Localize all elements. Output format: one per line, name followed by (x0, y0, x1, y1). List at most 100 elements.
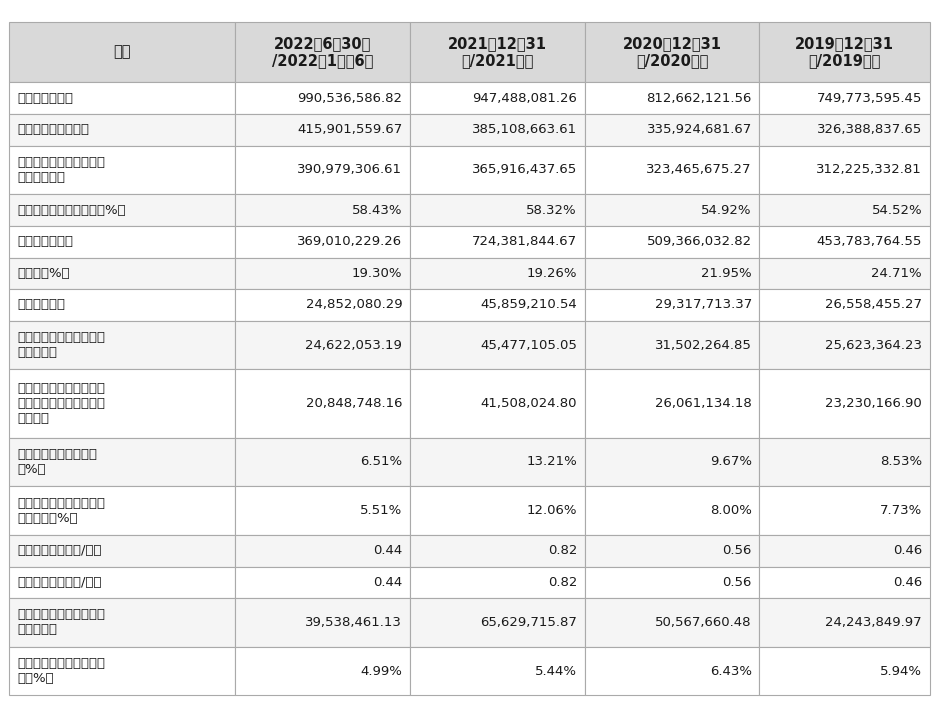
Bar (584, 146, 760, 194)
Text: 45,859,210.54: 45,859,210.54 (480, 298, 577, 311)
Bar (409, 114, 584, 146)
Text: 323,465,675.27: 323,465,675.27 (646, 163, 752, 176)
Bar (584, 114, 760, 146)
Bar (9, 289, 235, 320)
Text: 58.32%: 58.32% (527, 204, 577, 217)
Bar (235, 114, 409, 146)
Text: 990,536,586.82: 990,536,586.82 (297, 92, 402, 105)
Text: 65,629,715.87: 65,629,715.87 (480, 616, 577, 629)
Bar (9, 647, 235, 695)
Text: 2020年12月31
日/2020年度: 2020年12月31 日/2020年度 (623, 36, 721, 68)
Bar (235, 289, 409, 320)
Text: 0.46: 0.46 (893, 576, 922, 589)
Bar (409, 257, 584, 289)
Bar (760, 289, 930, 320)
Text: 5.44%: 5.44% (535, 665, 577, 678)
Text: 5.94%: 5.94% (880, 665, 922, 678)
Bar (235, 82, 409, 114)
Bar (760, 114, 930, 146)
Text: 45,477,105.05: 45,477,105.05 (480, 338, 577, 351)
Text: 31,502,264.85: 31,502,264.85 (655, 338, 752, 351)
Bar (235, 146, 409, 194)
Text: 5.51%: 5.51% (360, 504, 402, 517)
Bar (584, 22, 760, 82)
Text: 26,558,455.27: 26,558,455.27 (825, 298, 922, 311)
Text: 6.51%: 6.51% (360, 455, 402, 468)
Bar (584, 598, 760, 647)
Text: 58.43%: 58.43% (352, 204, 402, 217)
Text: 749,773,595.45: 749,773,595.45 (817, 92, 922, 105)
Bar (584, 289, 760, 320)
Bar (9, 226, 235, 257)
Text: 19.26%: 19.26% (527, 267, 577, 280)
Text: 归属于母公司所有者的扣
除非经常性损益后的净利
润（元）: 归属于母公司所有者的扣 除非经常性损益后的净利 润（元） (17, 382, 105, 425)
Bar (409, 226, 584, 257)
Bar (409, 194, 584, 226)
Bar (760, 598, 930, 647)
Bar (760, 82, 930, 114)
Text: 稀释每股收益（元/股）: 稀释每股收益（元/股） (17, 576, 101, 589)
Text: 毛利率（%）: 毛利率（%） (17, 267, 69, 280)
Bar (409, 146, 584, 194)
Bar (584, 486, 760, 535)
Text: 资产总计（元）: 资产总计（元） (17, 92, 73, 105)
Text: 23,230,166.90: 23,230,166.90 (825, 397, 922, 410)
Bar (760, 320, 930, 369)
Text: 0.82: 0.82 (547, 544, 577, 557)
Bar (235, 369, 409, 437)
Text: 扣除非经常性损益后净资
产收益率（%）: 扣除非经常性损益后净资 产收益率（%） (17, 497, 105, 525)
Text: 净利润（元）: 净利润（元） (17, 298, 65, 311)
Bar (9, 486, 235, 535)
Bar (9, 114, 235, 146)
Bar (9, 535, 235, 566)
Text: 812,662,121.56: 812,662,121.56 (646, 92, 752, 105)
Text: 50,567,660.48: 50,567,660.48 (655, 616, 752, 629)
Bar (409, 598, 584, 647)
Bar (760, 486, 930, 535)
Text: 39,538,461.13: 39,538,461.13 (305, 616, 402, 629)
Text: 13.21%: 13.21% (526, 455, 577, 468)
Bar (235, 437, 409, 486)
Bar (409, 82, 584, 114)
Text: 947,488,081.26: 947,488,081.26 (472, 92, 577, 105)
Text: 26,061,134.18: 26,061,134.18 (655, 397, 752, 410)
Bar (409, 437, 584, 486)
Text: 归属于母公司所有者的净
利润（元）: 归属于母公司所有者的净 利润（元） (17, 331, 105, 359)
Bar (9, 257, 235, 289)
Text: 19.30%: 19.30% (352, 267, 402, 280)
Bar (409, 320, 584, 369)
Bar (584, 320, 760, 369)
Text: 研发投入占营业收入的比
例（%）: 研发投入占营业收入的比 例（%） (17, 657, 105, 685)
Bar (9, 146, 235, 194)
Text: 24,852,080.29: 24,852,080.29 (305, 298, 402, 311)
Bar (409, 486, 584, 535)
Bar (235, 257, 409, 289)
Text: 0.44: 0.44 (373, 576, 402, 589)
Text: 股东权益合计（元）: 股东权益合计（元） (17, 123, 89, 136)
Bar (584, 194, 760, 226)
Bar (409, 22, 584, 82)
Text: 24,243,849.97: 24,243,849.97 (825, 616, 922, 629)
Text: 365,916,437.65: 365,916,437.65 (471, 163, 577, 176)
Bar (409, 647, 584, 695)
Bar (235, 486, 409, 535)
Text: 453,783,764.55: 453,783,764.55 (817, 235, 922, 248)
Text: 724,381,844.67: 724,381,844.67 (472, 235, 577, 248)
Bar (9, 82, 235, 114)
Bar (760, 566, 930, 598)
Text: 0.46: 0.46 (893, 544, 922, 557)
Text: 0.82: 0.82 (547, 576, 577, 589)
Bar (584, 226, 760, 257)
Text: 21.95%: 21.95% (701, 267, 752, 280)
Bar (9, 598, 235, 647)
Bar (760, 369, 930, 437)
Bar (9, 194, 235, 226)
Bar (235, 598, 409, 647)
Text: 12.06%: 12.06% (527, 504, 577, 517)
Text: 8.00%: 8.00% (710, 504, 752, 517)
Bar (9, 320, 235, 369)
Bar (409, 289, 584, 320)
Bar (584, 257, 760, 289)
Bar (760, 257, 930, 289)
Text: 加权平均净资产收益率
（%）: 加权平均净资产收益率 （%） (17, 448, 97, 476)
